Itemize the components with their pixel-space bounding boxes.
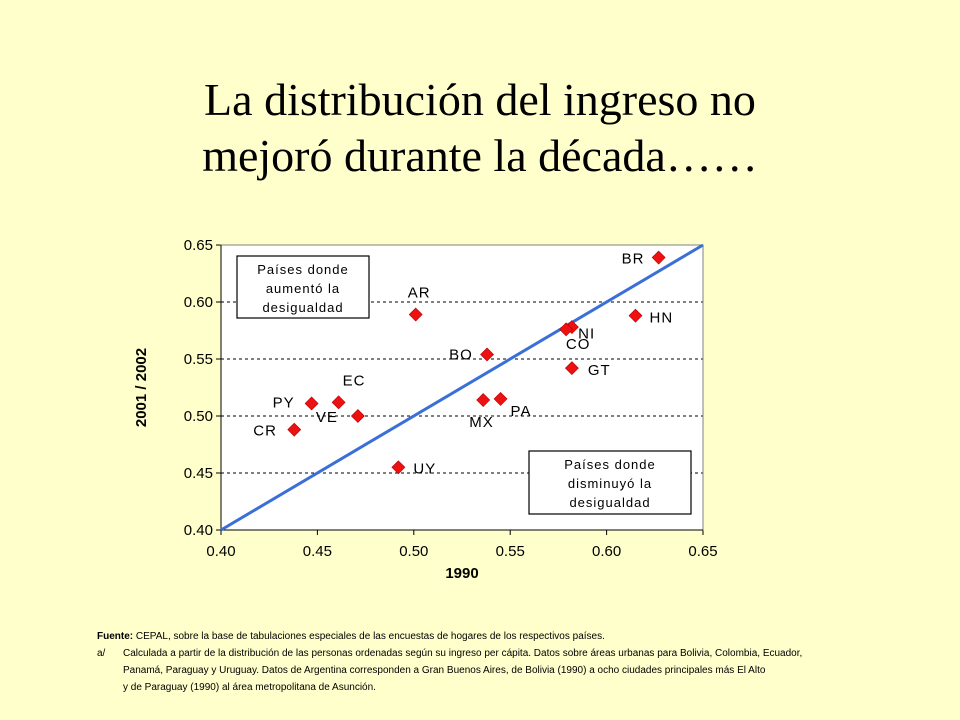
annotation-box-increased-line: aumentó la	[266, 281, 340, 296]
annotation-box-decreased-line: desigualdad	[569, 495, 650, 510]
annotation-box-decreased: Países donde disminuyó la desigualdad	[528, 450, 692, 515]
point-gt	[564, 361, 579, 376]
footnote: Fuente: CEPAL, sobre la base de tabulaci…	[97, 628, 937, 696]
point-label-py: PY	[273, 394, 295, 411]
reference-line	[220, 243, 704, 532]
y-tick-label: 0.40	[184, 522, 213, 539]
x-tick-label: 0.50	[399, 543, 428, 560]
footnote-source: Fuente: CEPAL, sobre la base de tabulaci…	[97, 628, 937, 645]
point-cr	[287, 422, 302, 437]
annotation-box-decreased-border	[528, 450, 692, 515]
annotation-box-increased-line: Países donde	[257, 262, 349, 277]
annotation-box-increased-line: desigualdad	[262, 300, 343, 315]
footnote-note-text-1: Calculada a partir de la distribución de…	[123, 648, 803, 659]
point-label-pa: PA	[511, 403, 532, 420]
title-line-1: La distribución del ingreso no	[204, 74, 756, 125]
axes: 0.40 0.45 0.50 0.55 0.60 0.65 0.40 0.45 0.50 0.55…	[133, 237, 718, 582]
point-label-ar: AR	[408, 285, 431, 302]
reference-line-layer	[220, 243, 704, 532]
annotation-box-increased: Países donde aumentó la desigualdad	[236, 255, 370, 319]
footnote-source-label: Fuente:	[97, 631, 134, 642]
point-label-cr: CR	[253, 423, 277, 440]
point-label-hn: HN	[650, 310, 674, 327]
point-label-ni: NI	[578, 325, 595, 342]
x-tick-label: 0.60	[592, 543, 621, 560]
y-tick-label: 0.65	[184, 237, 213, 254]
y-tick-label: 0.50	[184, 408, 213, 425]
slide-title: La distribución del ingreso no mejoró du…	[0, 72, 960, 184]
footnote-note-prefix: a/	[97, 648, 106, 659]
point-label-ec: EC	[343, 372, 366, 389]
y-tick-label: 0.45	[184, 465, 213, 482]
point-ve	[350, 409, 365, 423]
x-tick-label: 0.55	[496, 543, 525, 560]
point-uy	[391, 460, 406, 475]
title-line-2: mejoró durante la década……	[202, 130, 758, 181]
footnote-note-line-1: a/Calculada a partir de la distribución …	[97, 645, 937, 662]
annotation-box-decreased-line: disminuyó la	[568, 476, 652, 491]
y-axis-title: 2001 / 2002	[133, 348, 150, 427]
point-label-co: CO	[566, 336, 591, 353]
data-points	[287, 250, 666, 475]
y-tick-label: 0.60	[184, 294, 213, 311]
footnote-note-line-3: y de Paraguay (1990) al área metropolita…	[123, 682, 376, 693]
point-bo	[480, 347, 494, 362]
annotation-box-increased-border	[236, 255, 370, 319]
point-hn	[628, 308, 643, 323]
x-axis-title: 1990	[445, 565, 478, 582]
footnote-source-text: CEPAL, sobre la base de tabulaciones esp…	[133, 631, 605, 642]
footnote-note-line-2: Panamá, Paraguay y Uruguay. Datos de Arg…	[123, 665, 766, 676]
point-pa	[493, 391, 508, 406]
annotation-box-decreased-line: Países donde	[564, 457, 656, 472]
point-label-uy: UY	[413, 460, 436, 477]
point-label-bo: BO	[449, 346, 473, 363]
point-br	[651, 250, 666, 265]
point-ar	[408, 307, 423, 322]
point-ec	[331, 395, 346, 410]
x-tick-label: 0.40	[206, 543, 235, 560]
point-label-br: BR	[622, 251, 645, 268]
point-label-mx: MX	[469, 414, 494, 431]
point-py	[304, 396, 319, 411]
point-label-gt: GT	[588, 362, 611, 379]
y-tick-label: 0.55	[184, 351, 213, 368]
x-tick-label: 0.45	[303, 543, 332, 560]
point-label-ve: VE	[316, 409, 338, 426]
x-tick-label: 0.65	[688, 543, 717, 560]
point-mx	[476, 393, 491, 407]
point-ni	[559, 322, 574, 337]
